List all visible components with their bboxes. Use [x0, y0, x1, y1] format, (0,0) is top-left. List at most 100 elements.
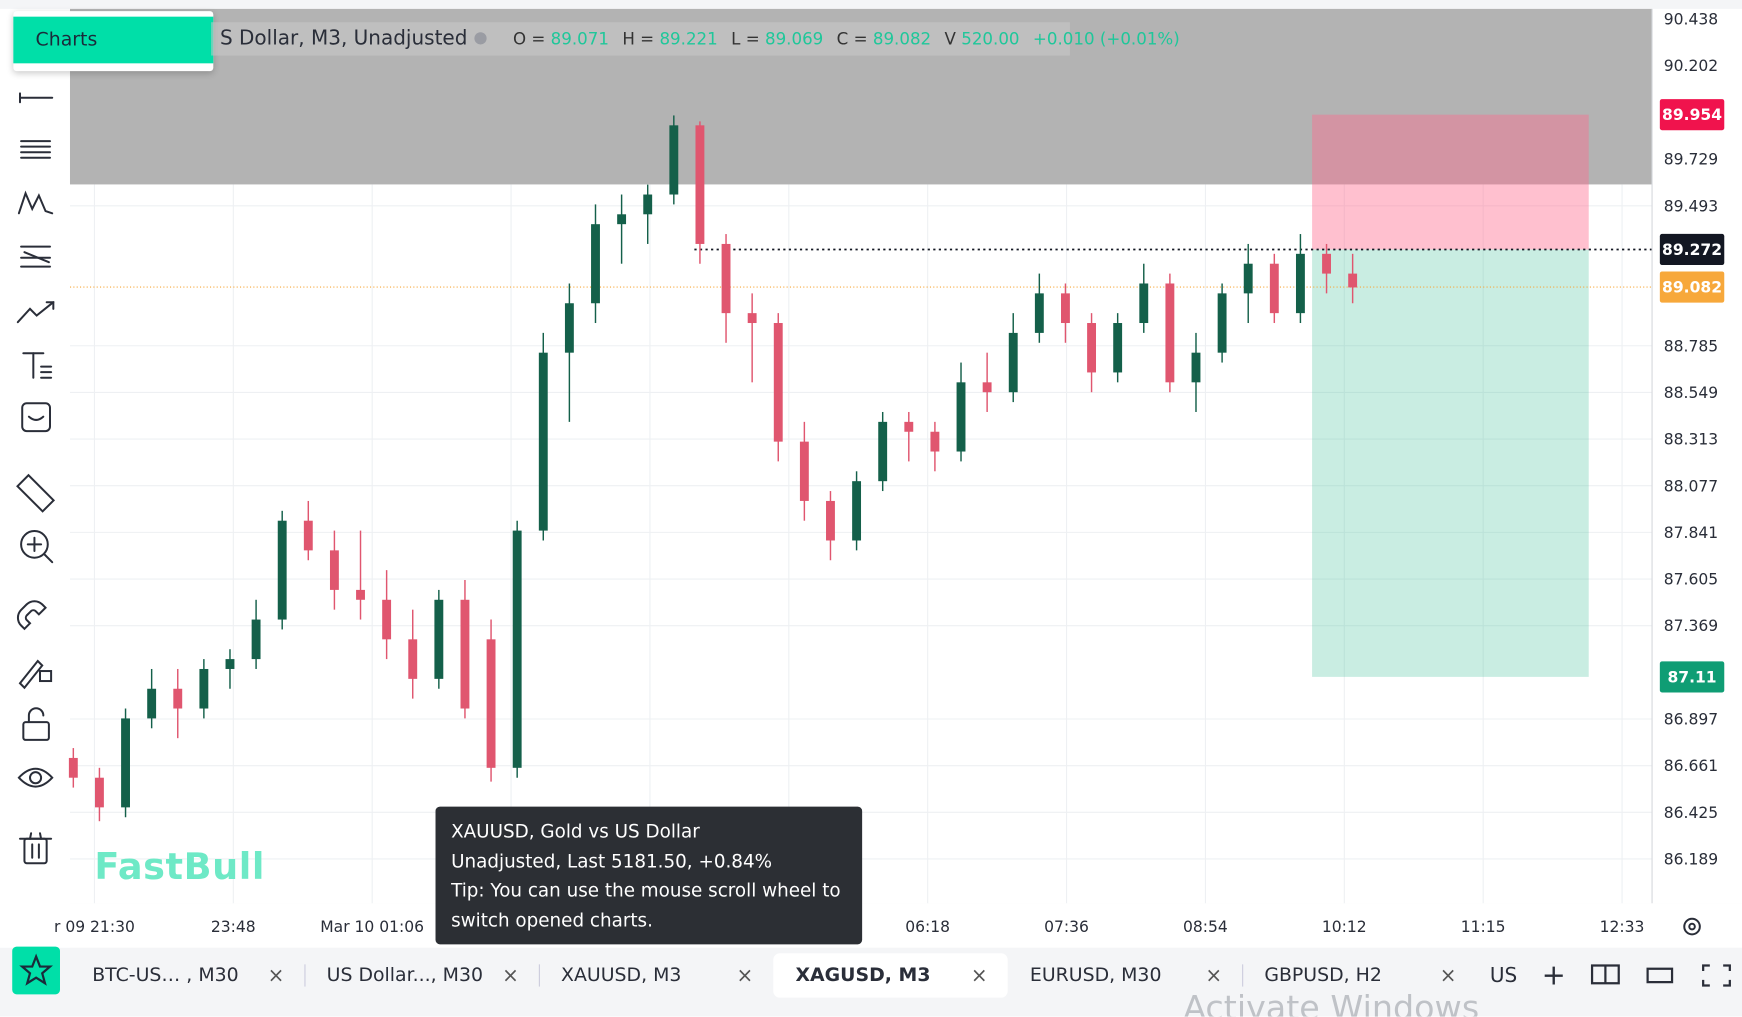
tab-label: BTC-US… , M30	[92, 964, 239, 987]
candle-body	[408, 639, 418, 679]
trend-tool[interactable]	[16, 301, 55, 324]
candle-body	[486, 639, 496, 768]
charts-menu-item[interactable]: Charts	[13, 16, 214, 64]
tab-close[interactable]: ×	[736, 963, 754, 988]
star-icon	[19, 953, 53, 986]
target-zone	[1312, 249, 1589, 677]
toolbar-area	[0, 8, 70, 948]
lock-tool[interactable]	[22, 707, 50, 741]
visibility-tool[interactable]	[17, 767, 54, 788]
price-tick-label: 89.493	[1664, 197, 1718, 215]
magnet-tool[interactable]	[17, 600, 47, 631]
time-tick-label: 10:12	[1322, 918, 1367, 936]
price-badge	[1659, 271, 1725, 303]
candle-body	[826, 500, 835, 541]
ohlc-key: L =	[731, 28, 760, 49]
candle-body	[434, 599, 444, 679]
candle-body	[512, 530, 522, 768]
candle-body	[460, 599, 470, 709]
price-tick-label: 88.313	[1664, 431, 1718, 449]
candle-body	[199, 668, 209, 709]
candle-body	[329, 550, 339, 590]
change: +0.010 (+0.01%)	[1032, 28, 1180, 49]
price-tick-label: 86.425	[1664, 804, 1718, 822]
time-tick-label: 08:54	[1183, 918, 1228, 936]
candle-body	[930, 431, 940, 452]
zoom-tool[interactable]	[20, 530, 54, 564]
candle-body	[225, 659, 235, 669]
candle-body	[121, 718, 130, 808]
ohlc-key: C =	[836, 28, 868, 49]
candle-body	[643, 194, 653, 215]
icon-tool[interactable]	[21, 402, 51, 433]
chart-tab[interactable]: EURUSD, M30 ×	[1008, 953, 1242, 997]
chart-tab[interactable]: XAUUSD, M3 ×	[538, 953, 773, 997]
line-tool[interactable]	[18, 92, 54, 104]
pattern-tool[interactable]	[17, 190, 54, 215]
candle-body	[564, 303, 574, 353]
price-tick-label: 86.189	[1664, 851, 1718, 869]
favorites-button[interactable]	[12, 946, 60, 995]
chart-tab[interactable]: US Dollar..., M30 ×	[304, 953, 538, 997]
candle-body	[617, 214, 627, 225]
candle-body	[1295, 253, 1305, 314]
candle-body	[538, 352, 548, 531]
layout-button[interactable]	[1590, 963, 1621, 987]
price-tick-label: 87.841	[1664, 524, 1718, 542]
candle-body	[251, 619, 261, 660]
layout-icon	[1702, 964, 1732, 987]
tab-close[interactable]: ×	[970, 963, 988, 988]
tab-close[interactable]: ×	[1439, 963, 1457, 988]
candle-body	[904, 421, 914, 432]
price-tick-label: 89.729	[1664, 151, 1718, 169]
price-tick-label: 88.785	[1664, 337, 1718, 355]
tab-close[interactable]: ×	[502, 963, 519, 988]
ruler-tool[interactable]	[16, 473, 56, 513]
candle-body	[1139, 283, 1149, 324]
candle-body	[747, 313, 757, 324]
candle-body	[173, 688, 183, 709]
tab-label: EURUSD, M30	[1029, 964, 1162, 987]
candle-body	[147, 688, 157, 719]
tab-tool[interactable]: +	[1541, 958, 1566, 993]
price-tick-label: 86.661	[1664, 757, 1718, 775]
tab-label: US Dollar..., M30	[326, 964, 484, 987]
candle-body	[1348, 273, 1358, 288]
price-badge	[1659, 99, 1725, 131]
candle-body	[68, 757, 78, 778]
layout-button[interactable]	[1646, 963, 1677, 987]
draw-lock-tool[interactable]	[18, 659, 53, 690]
time-tick-label: 11:15	[1461, 918, 1506, 936]
candle-body	[695, 125, 705, 244]
tab-label: GBPUSD, H2	[1264, 964, 1382, 987]
chart-tab[interactable]: BTC-US… , M30 ×	[70, 953, 304, 997]
symbol-title: S Dollar, M3, Unadjusted	[219, 26, 468, 50]
tooltip-line: XAUUSD, Gold vs US Dollar	[451, 821, 700, 843]
watermark: FastBull	[94, 844, 266, 888]
candle-body	[277, 520, 287, 620]
text-tool[interactable]	[22, 352, 53, 379]
ohlc-value: 89.071	[550, 28, 610, 49]
time-tick-label: r 09 21:30	[54, 918, 135, 936]
layout-button[interactable]	[1701, 963, 1732, 987]
fib-tool[interactable]	[20, 140, 51, 159]
ohlc-value: 89.069	[764, 28, 824, 49]
candle-body	[356, 589, 365, 600]
tooltip-line: switch opened charts.	[451, 909, 653, 931]
candle-body	[799, 441, 809, 501]
candle-body	[1243, 263, 1253, 294]
tab-close[interactable]: ×	[267, 963, 285, 988]
tab-close[interactable]: ×	[1205, 963, 1223, 988]
chart-tab[interactable]: GBPUSD, H2 ×	[1242, 953, 1476, 997]
settings-button[interactable]	[1683, 917, 1701, 936]
chart-tab[interactable]: XAGUSD, M3 ×	[773, 953, 1008, 998]
ohlc-key: H =	[622, 28, 655, 49]
candle-body	[1008, 332, 1018, 393]
delete-tool[interactable]	[18, 832, 53, 865]
ohlc-key: V	[944, 28, 956, 49]
candle-body	[982, 382, 992, 393]
tab-tool[interactable]: US	[1489, 963, 1518, 988]
gann-tool[interactable]	[20, 245, 51, 268]
